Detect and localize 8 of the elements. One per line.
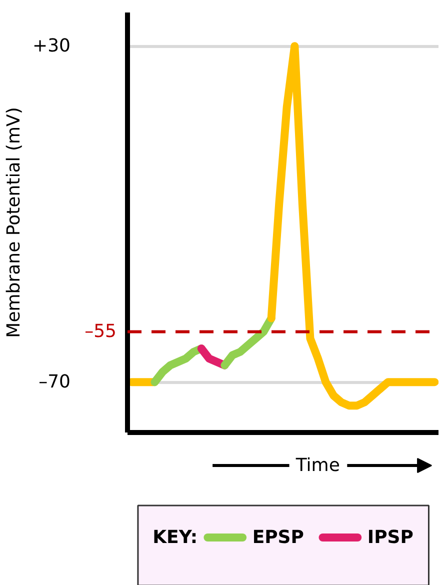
x-axis-title: Time	[294, 455, 340, 476]
legend-label: IPSP	[367, 527, 414, 548]
legend-label: EPSP	[252, 527, 304, 548]
y-tick-label: –70	[38, 372, 70, 393]
y-tick-label: +30	[32, 36, 71, 57]
legend-title: KEY:	[152, 527, 198, 548]
ref-line-label: –55	[84, 321, 116, 342]
y-axis-title: Membrane Potential (mV)	[4, 107, 25, 338]
